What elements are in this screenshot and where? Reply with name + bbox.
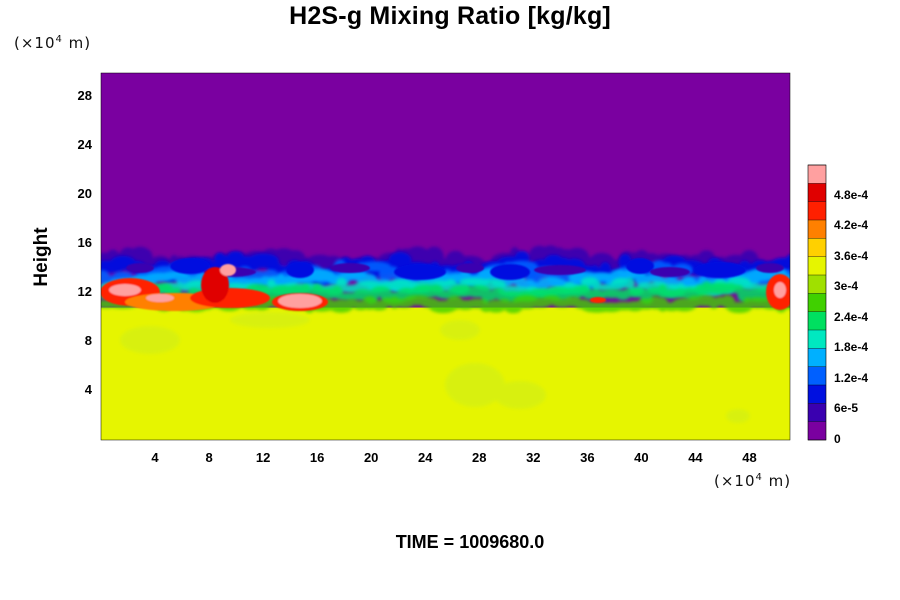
colorbar-segment <box>808 403 826 422</box>
y-tick-label: 4 <box>84 382 92 398</box>
eddy <box>534 265 586 275</box>
hot-plumes <box>101 264 790 311</box>
eddy <box>330 263 370 273</box>
band-blob <box>623 277 636 290</box>
lower-patch <box>440 320 480 340</box>
x-tick-label: 12 <box>255 450 271 465</box>
colorbar-segment <box>808 165 826 184</box>
eddy <box>170 258 210 274</box>
colorbar-segment <box>808 256 826 275</box>
plume <box>201 267 229 303</box>
band-blob <box>784 254 790 270</box>
x-tick-label: 24 <box>418 450 433 465</box>
chart-title: H2S-g Mixing Ratio [kg/kg] <box>289 2 611 30</box>
colorbar-segment <box>808 330 826 349</box>
band-blob <box>300 284 311 294</box>
y-tick-label: 12 <box>77 284 92 300</box>
plume-core <box>146 294 174 302</box>
plot-frame <box>100 72 791 441</box>
colorbar-tick-label: 1.2e-4 <box>834 370 869 385</box>
x-tick-label: 20 <box>363 450 379 465</box>
band-blob <box>789 273 790 280</box>
colorbar-tick-label: 3.6e-4 <box>834 248 869 263</box>
colorbar-segment <box>808 201 826 220</box>
lower-patch <box>494 381 546 409</box>
eddy <box>756 263 784 273</box>
eddy <box>650 267 690 277</box>
eddy <box>626 258 654 274</box>
eddy <box>394 264 446 280</box>
y-tick-label: 24 <box>77 137 92 153</box>
eddy <box>490 264 530 280</box>
y-tick-label: 28 <box>77 88 92 104</box>
x-tick-label: 36 <box>580 450 595 465</box>
plume-core <box>278 294 322 308</box>
colorbar-segment <box>808 220 826 239</box>
colorbar-frame <box>807 164 827 441</box>
colorbar-segment <box>808 366 826 385</box>
plume-core <box>774 282 786 298</box>
colorbar-segment <box>808 238 826 257</box>
plume-core <box>220 264 236 276</box>
eddy <box>694 262 746 278</box>
colorbar-segment <box>808 385 826 404</box>
colorbar-tick-label: 6e-5 <box>834 401 859 416</box>
lower-patch <box>120 326 180 354</box>
plume-core <box>109 284 141 296</box>
y-axis-unit: (×104 m) <box>14 34 92 52</box>
eddy <box>286 262 314 278</box>
colorbar-tick-label: 4.8e-4 <box>834 187 869 202</box>
colorbar <box>807 164 827 441</box>
lower-patches <box>120 312 750 423</box>
plume <box>590 297 606 303</box>
colorbar-tick-label: 4.2e-4 <box>834 218 869 233</box>
y-tick-label: 8 <box>84 333 92 349</box>
colorbar-segment <box>808 275 826 294</box>
lower-patch <box>230 312 310 328</box>
colorbar-segment <box>808 348 826 367</box>
x-axis-unit: (×104 m) <box>714 472 792 490</box>
x-tick-label: 8 <box>205 450 213 465</box>
colorbar-segment <box>808 183 826 202</box>
heatmap-field <box>101 73 808 440</box>
colorbar-tick-label: 2.4e-4 <box>834 309 869 324</box>
x-tick-label: 44 <box>688 450 703 465</box>
x-tick-label: 28 <box>472 450 487 465</box>
y-tick-label: 20 <box>77 186 92 202</box>
x-tick-label: 32 <box>526 450 541 465</box>
colorbar-tick-label: 3e-4 <box>834 279 859 294</box>
colorbar-tick-label: 1.8e-4 <box>834 340 869 355</box>
band-blob <box>791 276 808 285</box>
time-readout: TIME = 1009680.0 <box>395 532 545 552</box>
x-tick-label: 16 <box>309 450 325 465</box>
colorbar-segment <box>808 311 826 330</box>
lower-patch <box>445 363 505 407</box>
eddy <box>126 263 154 273</box>
colorbar-segment <box>808 293 826 312</box>
colorbar-segment <box>808 421 826 440</box>
y-tick-label: 16 <box>77 235 92 251</box>
x-tick-label: 40 <box>634 450 649 465</box>
colorbar-tick-label: 0 <box>834 432 841 446</box>
eddy <box>456 263 484 273</box>
band-blob <box>494 280 506 289</box>
lower-patch <box>726 409 750 423</box>
x-tick-label: 4 <box>151 450 159 465</box>
x-tick-label: 48 <box>742 450 757 465</box>
